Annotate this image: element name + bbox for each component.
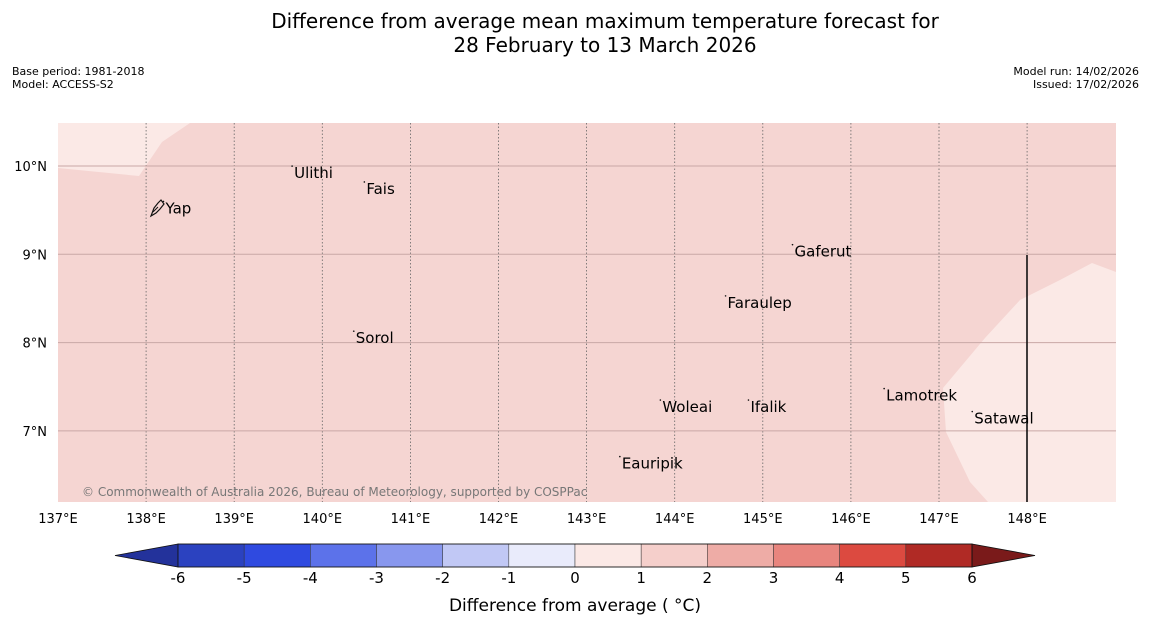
place-label: Woleai bbox=[662, 398, 712, 416]
colorbar-extend-low bbox=[114, 543, 179, 568]
yap-island-outline bbox=[149, 199, 165, 218]
colorbar-segment bbox=[442, 543, 510, 568]
anomaly-0-to-1-region-northwest bbox=[58, 123, 190, 176]
place-marker bbox=[747, 399, 750, 401]
map-title: Difference from average mean maximum tem… bbox=[0, 9, 1150, 57]
lat-tick-label: 9°N bbox=[23, 248, 48, 263]
lon-tick-label: 145°E bbox=[743, 512, 783, 527]
place-label: Ifalik bbox=[750, 398, 786, 416]
lon-tick-label: 137°E bbox=[38, 512, 78, 527]
meta-right: Model run: 14/02/2026 Issued: 17/02/2026 bbox=[1013, 65, 1139, 91]
place-label: Ulithi bbox=[294, 164, 333, 182]
colorbar-segment bbox=[839, 543, 907, 568]
place-label: Lamotrek bbox=[886, 387, 957, 405]
lon-tick-label: 138°E bbox=[126, 512, 166, 527]
place-marker bbox=[363, 181, 366, 183]
copyright-text: © Commonwealth of Australia 2026, Bureau… bbox=[82, 485, 587, 499]
lat-tick-label: 8°N bbox=[23, 337, 48, 352]
meta-left: Base period: 1981-2018 Model: ACCESS-S2 bbox=[12, 65, 144, 91]
place-marker bbox=[971, 410, 974, 413]
lon-tick-label: 139°E bbox=[214, 512, 254, 527]
colorbar-tick-label: 6 bbox=[967, 569, 977, 587]
colorbar-tick-label: -2 bbox=[435, 569, 450, 587]
colorbar-segment bbox=[707, 543, 774, 568]
axis-labels: 137°E 138°E 139°E 140°E 141°E 142°E 143°E 144°E… bbox=[14, 160, 1047, 527]
colorbar-segment bbox=[243, 543, 311, 568]
colorbar-segment bbox=[508, 543, 576, 568]
place-marker bbox=[724, 295, 727, 297]
colorbar-tick-label: -5 bbox=[237, 569, 252, 587]
colorbar-tick-label: -4 bbox=[303, 569, 318, 587]
place-marker bbox=[659, 399, 662, 401]
colorbar-tick-label: 2 bbox=[703, 569, 713, 587]
anomaly-0-to-1-region-southeast bbox=[943, 263, 1116, 502]
lon-tick-label: 148°E bbox=[1007, 512, 1047, 527]
lon-tick-label: 143°E bbox=[567, 512, 607, 527]
colorbar-tick-label: -6 bbox=[171, 569, 186, 587]
colorbar-tick-label: 4 bbox=[835, 569, 845, 587]
place-label: Satawal bbox=[974, 410, 1033, 428]
place-label: Fais bbox=[366, 180, 395, 198]
lon-tick-label: 146°E bbox=[831, 512, 871, 527]
lon-tick-label: 142°E bbox=[479, 512, 519, 527]
place-label: Gaferut bbox=[795, 243, 852, 261]
colorbar-frame bbox=[177, 543, 973, 568]
place-marker bbox=[619, 455, 621, 458]
colorbar-segment bbox=[376, 543, 443, 568]
colorbar-tick-label: 5 bbox=[901, 569, 911, 587]
place-marker bbox=[883, 387, 885, 390]
lon-tick-label: 140°E bbox=[303, 512, 343, 527]
place-labels: Yap Ulithi Fais Gaferut Faraulep Sorol Woleai I… bbox=[162, 164, 1034, 473]
map: Yap Ulithi Fais Gaferut Faraulep Sorol Woleai I… bbox=[14, 123, 1116, 527]
colorbar-segment bbox=[773, 543, 840, 568]
place-label: Eauripik bbox=[622, 455, 683, 473]
title-line-1: Difference from average mean maximum tem… bbox=[271, 9, 939, 33]
colorbar-tick-label: 1 bbox=[636, 569, 646, 587]
colorbar-segment bbox=[574, 543, 642, 568]
colorbar-extend-high bbox=[971, 543, 1036, 568]
colorbar-segment bbox=[310, 543, 377, 568]
lon-tick-label: 147°E bbox=[919, 512, 959, 527]
colorbar-segment bbox=[905, 543, 973, 568]
colorbar-tick-label: -3 bbox=[369, 569, 384, 587]
base-period-text: Base period: 1981-2018 bbox=[12, 65, 145, 78]
model-text: Model: ACCESS-S2 bbox=[12, 78, 114, 91]
place-label: Sorol bbox=[356, 329, 394, 347]
place-label: Faraulep bbox=[728, 294, 792, 312]
place-marker bbox=[791, 243, 794, 246]
lat-tick-label: 7°N bbox=[23, 425, 48, 440]
place-marker bbox=[162, 200, 165, 203]
model-run-text: Model run: 14/02/2026 bbox=[1013, 65, 1139, 78]
colorbar-label: Difference from average ( °C) bbox=[448, 596, 702, 616]
lat-tick-label: 10°N bbox=[14, 160, 47, 175]
title-line-2: 28 February to 13 March 2026 bbox=[453, 33, 757, 57]
lon-tick-label: 144°E bbox=[655, 512, 695, 527]
colorbar-segment bbox=[177, 543, 245, 568]
colorbar-segment bbox=[640, 543, 708, 568]
colorbar-tick-label: -1 bbox=[501, 569, 516, 587]
issued-text: Issued: 17/02/2026 bbox=[1032, 78, 1139, 91]
place-marker bbox=[352, 330, 355, 332]
place-label: Yap bbox=[164, 199, 191, 217]
place-marker bbox=[291, 165, 293, 167]
colorbar-tick-label: 3 bbox=[769, 569, 779, 587]
lon-tick-label: 141°E bbox=[391, 512, 431, 527]
colorbar-tick-label: 0 bbox=[570, 569, 580, 587]
